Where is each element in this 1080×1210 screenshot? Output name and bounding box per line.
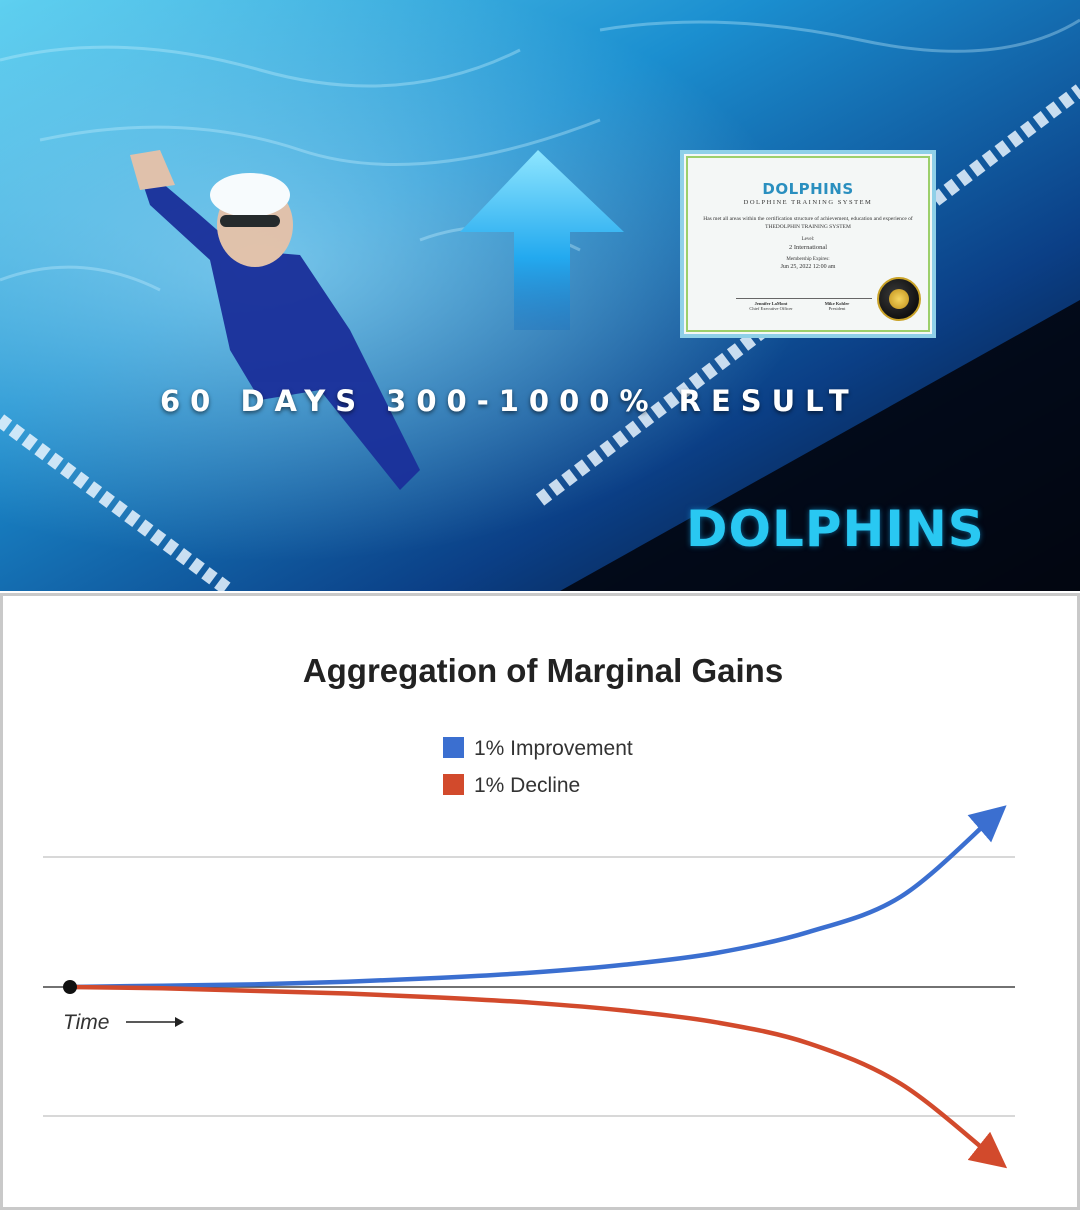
certificate-expires-label: Membership Expires: <box>786 257 830 262</box>
certificate-brand: DOLPHINS <box>762 180 854 198</box>
certificate-expires-value: Jun 25, 2022 12:00 am <box>780 264 836 270</box>
swimmer <box>130 150 420 490</box>
signer-1-title: Chief Executive Officer <box>749 306 793 311</box>
banner-headline: 60 DAYS 300-1000% RESULT <box>160 384 859 418</box>
chart-title: Aggregation of Marginal Gains <box>303 652 783 689</box>
signer-2-name: Mike Kohler <box>824 301 850 306</box>
certificate-signature-1: Jennifer LaMont Chief Executive Officer <box>736 298 806 311</box>
dolphins-logo: DOLPHINS <box>686 500 985 558</box>
legend-swatch-improvement <box>443 737 464 758</box>
up-arrow-icon <box>460 150 624 330</box>
signer-2-title: President <box>828 306 846 311</box>
certificate-body: Has met all areas within the certificati… <box>703 216 913 230</box>
certificate: DOLPHINS DOLPHINE TRAINING SYSTEM Has me… <box>680 150 936 338</box>
certificate-level-label: Level: <box>801 237 815 242</box>
improvement-line <box>67 805 1007 990</box>
decline-line <box>67 984 1008 1169</box>
marginal-gains-chart: Aggregation of Marginal Gains 1% Improve… <box>43 652 1015 1169</box>
x-axis-label: Time <box>63 1011 109 1034</box>
legend-swatch-decline <box>443 774 464 795</box>
legend-label-decline: 1% Decline <box>474 774 580 797</box>
certificate-signature-2: Mike Kohler President <box>802 298 872 311</box>
signer-1-name: Jennifer LaMont <box>754 301 788 306</box>
chart-panel: Aggregation of Marginal Gains 1% Improve… <box>0 593 1080 1210</box>
certificate-subtitle: DOLPHINE TRAINING SYSTEM <box>743 199 873 206</box>
chart-legend: 1% Improvement 1% Decline <box>443 737 633 797</box>
certificate-level-value: 2 International <box>788 244 828 251</box>
series-layer <box>67 805 1008 1169</box>
certified-seal-icon <box>877 277 921 321</box>
legend-label-improvement: 1% Improvement <box>474 737 633 760</box>
time-arrow-icon <box>126 1017 184 1027</box>
origin-point <box>63 980 77 994</box>
hero-banner: DOLPHINS DOLPHINE TRAINING SYSTEM Has me… <box>0 0 1080 591</box>
